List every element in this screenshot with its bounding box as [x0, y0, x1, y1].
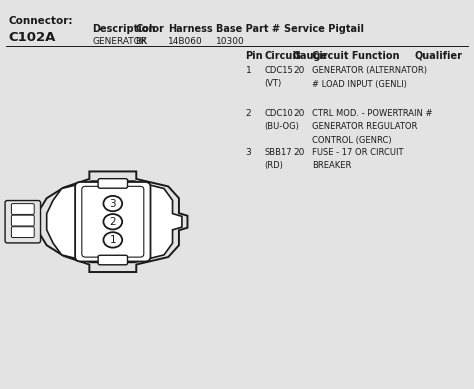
FancyBboxPatch shape [11, 215, 34, 226]
Text: BREAKER: BREAKER [312, 161, 351, 170]
Text: 1: 1 [246, 66, 251, 75]
Text: Service Pigtail: Service Pigtail [284, 24, 365, 34]
Text: 3: 3 [109, 198, 116, 209]
Text: Description: Description [92, 24, 156, 34]
Text: GENERATOR: GENERATOR [92, 37, 147, 46]
FancyBboxPatch shape [75, 182, 151, 261]
Text: CDC15: CDC15 [264, 66, 293, 75]
Polygon shape [38, 172, 187, 272]
Text: CDC10: CDC10 [264, 109, 293, 118]
Text: 1: 1 [109, 235, 116, 245]
Text: Connector:: Connector: [9, 16, 73, 26]
Text: Harness: Harness [168, 24, 213, 34]
FancyBboxPatch shape [11, 227, 34, 238]
Text: BK: BK [135, 37, 147, 46]
Text: Circuit Function: Circuit Function [312, 51, 400, 61]
Text: 20: 20 [293, 148, 304, 157]
Text: 14B060: 14B060 [168, 37, 203, 46]
Circle shape [103, 196, 122, 211]
Text: CTRL MOD. - POWERTRAIN #: CTRL MOD. - POWERTRAIN # [312, 109, 432, 118]
Text: 2: 2 [246, 109, 251, 118]
Text: 20: 20 [293, 109, 304, 118]
Text: 20: 20 [293, 66, 304, 75]
Text: GENERATOR (ALTERNATOR): GENERATOR (ALTERNATOR) [312, 66, 427, 75]
Text: Circuit: Circuit [264, 51, 301, 61]
FancyBboxPatch shape [98, 179, 128, 188]
Text: # LOAD INPUT (GENLI): # LOAD INPUT (GENLI) [312, 80, 407, 89]
Text: CONTROL (GENRC): CONTROL (GENRC) [312, 136, 392, 145]
Text: GENERATOR REGULATOR: GENERATOR REGULATOR [312, 123, 417, 131]
Text: SBB17: SBB17 [264, 148, 292, 157]
Circle shape [103, 232, 122, 248]
Text: (RD): (RD) [264, 161, 283, 170]
Text: 3: 3 [246, 148, 251, 157]
Text: C102A: C102A [9, 31, 56, 44]
Text: 10300: 10300 [216, 37, 245, 46]
FancyBboxPatch shape [5, 201, 40, 243]
Text: Pin: Pin [246, 51, 263, 61]
Text: Gauge: Gauge [293, 51, 328, 61]
FancyBboxPatch shape [98, 255, 128, 265]
Text: (BU-OG): (BU-OG) [264, 122, 300, 131]
Text: FUSE - 17 OR CIRCUIT: FUSE - 17 OR CIRCUIT [312, 148, 403, 157]
FancyBboxPatch shape [11, 203, 34, 214]
Text: Base Part #: Base Part # [216, 24, 280, 34]
Text: 2: 2 [109, 217, 116, 227]
Text: Color: Color [135, 24, 164, 34]
Text: (VT): (VT) [264, 79, 282, 88]
Circle shape [103, 214, 122, 230]
Text: Qualifier: Qualifier [415, 51, 463, 61]
Polygon shape [46, 181, 182, 263]
